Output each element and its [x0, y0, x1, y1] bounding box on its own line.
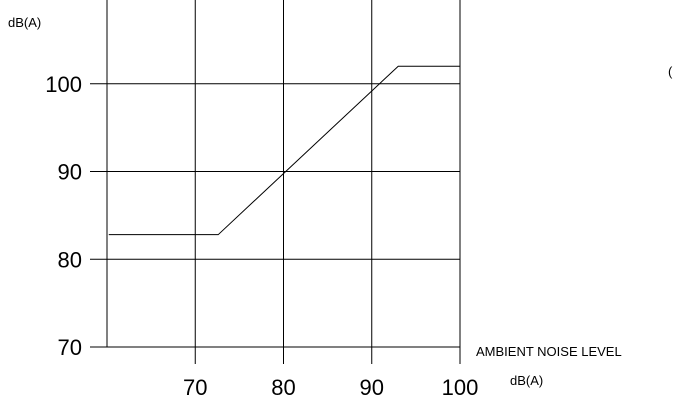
y-tick-label: 100: [45, 72, 82, 97]
x-tick-label: 100: [442, 375, 479, 400]
label-layer: dB(A) AMBIENT NOISE LEVEL dB(A) ( 70 80 90…: [8, 15, 673, 400]
x-tick-label: 70: [183, 375, 207, 400]
x-tick-label: 80: [271, 375, 295, 400]
series-layer: [108, 65, 460, 236]
y-tick-label: 90: [58, 160, 82, 185]
y-axis-unit-label: dB(A): [8, 15, 41, 30]
annotation-paren: (: [668, 64, 673, 79]
y-tick-label: 70: [58, 335, 82, 360]
series-line: [108, 65, 460, 236]
x-tick-label: 90: [360, 375, 384, 400]
grid-layer: [90, 0, 461, 364]
y-tick-label: 80: [58, 247, 82, 272]
x-axis-label: AMBIENT NOISE LEVEL: [476, 344, 622, 359]
x-axis-unit-label: dB(A): [510, 373, 543, 388]
